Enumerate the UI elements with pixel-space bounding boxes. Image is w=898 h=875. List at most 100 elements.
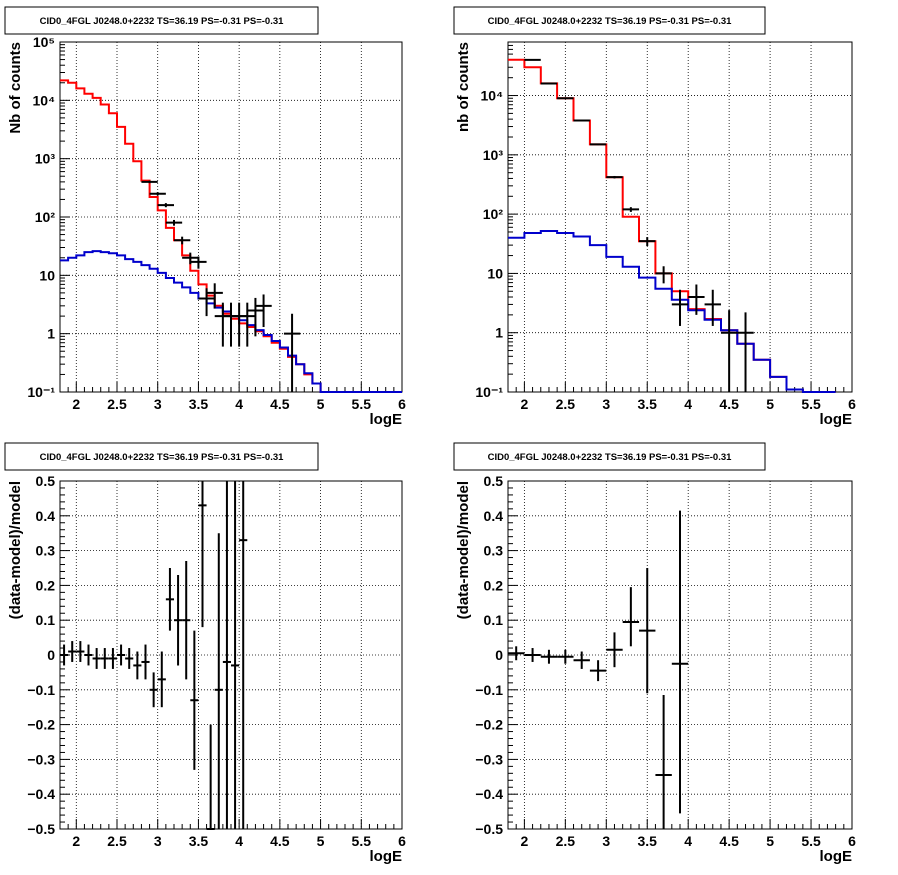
x-tick-label: 2 [520,833,528,849]
data-point [84,644,93,666]
y-tick-label: −0.5 [27,821,55,837]
x-tick-label: 2 [520,396,528,412]
x-axis-label: logE [370,411,403,428]
y-tick-label: 0.3 [484,543,504,559]
data-point [222,481,231,829]
data-point [524,648,541,662]
plot-title: CID0_4FGL J0248.0+2232 TS=36.19 PS=-0.31… [40,452,285,463]
y-axis-label: (data-model)/model [7,481,24,619]
data-point [589,660,607,682]
x-tick-label: 5 [317,396,325,412]
plot-title: CID0_4FGL J0248.0+2232 TS=36.19 PS=-0.31… [488,16,733,27]
x-tick-label: 3 [154,833,162,849]
title-box [4,6,319,35]
data-point [157,651,166,708]
x-tick-label: 3 [602,396,610,412]
data-point [190,630,199,770]
data-point [149,672,158,708]
y-tick-label: 10⁵ [33,34,55,50]
y-tick-label: −0.5 [475,821,503,837]
data-point [141,644,150,680]
y-tick-label: 10⁴ [481,88,504,104]
x-tick-label: 4 [235,396,243,412]
data-point [704,289,721,326]
x-tick-label: 2.5 [107,833,127,849]
data-point [68,641,77,662]
y-tick-label: 1 [47,326,55,342]
x-tick-label: 2.5 [556,833,576,849]
y-tick-label: 0 [495,647,503,663]
data-point [255,294,272,328]
y-tick-label: 10⁻¹ [475,384,503,400]
y-tick-label: 10³ [35,151,56,167]
y-tick-label: 0.2 [36,577,56,593]
data-point [573,651,590,669]
data-point [655,266,672,284]
data-point [182,561,191,680]
data-point [206,283,223,309]
y-tick-label: 10⁴ [33,92,56,108]
x-tick-label: 5 [317,833,325,849]
data-point [671,510,689,814]
x-tick-label: 4.5 [270,396,290,412]
y-tick-label: −0.1 [27,682,55,698]
y-tick-label: −0.3 [475,751,503,767]
x-tick-label: 5.5 [352,396,372,412]
x-tick-label: 5.5 [801,833,821,849]
data-point [117,644,126,666]
data-point [206,724,215,830]
data-point [76,641,85,662]
x-tick-label: 3.5 [189,833,209,849]
data-point [231,302,248,347]
data-point [655,695,672,829]
data-point [622,587,640,647]
x-tick-label: 4.5 [719,833,739,849]
x-tick-label: 3 [602,833,610,849]
data-point [737,312,754,392]
y-tick-label: 10² [35,209,56,225]
plot-panel-4: CID0_4FGL J0248.0+2232 TS=36.19 PS=-0.31… [453,442,856,865]
plot-area [508,58,836,393]
data-point [589,143,607,146]
y-tick-label: 10 [39,267,55,283]
data-point [606,632,623,668]
x-tick-label: 6 [848,396,856,412]
plot-frame [507,41,853,393]
title-box [4,442,319,471]
y-tick-label: −0.4 [27,786,55,802]
plot-title: CID0_4FGL J0248.0+2232 TS=36.19 PS=-0.31… [488,452,733,463]
y-tick-label: −0.4 [475,786,503,802]
model-total-line [508,58,836,393]
x-tick-label: 2 [72,833,80,849]
data-point [639,237,656,247]
y-tick-label: −0.2 [27,717,55,733]
y-tick-label: 0.5 [484,473,504,489]
plot-panel-3: CID0_4FGL J0248.0+2232 TS=36.19 PS=-0.31… [4,442,406,865]
x-tick-label: 4 [684,833,692,849]
data-point [133,651,142,680]
data-point [688,284,705,315]
x-tick-label: 4 [684,396,692,412]
x-tick-label: 2 [72,396,80,412]
y-tick-label: 10 [487,265,503,281]
data-point [231,481,240,829]
data-point [283,313,301,392]
y-tick-label: −0.3 [27,751,55,767]
title-box [453,6,766,35]
x-tick-label: 6 [848,833,856,849]
y-axis-label: (data-model)/model [455,481,472,619]
y-tick-label: 10² [483,206,504,222]
x-tick-label: 4.5 [719,396,739,412]
data-point [557,649,574,664]
x-axis-label: logE [820,411,853,428]
y-tick-label: 0.4 [484,508,504,524]
data-point [540,649,558,664]
plot-panel-2: CID0_4FGL J0248.0+2232 TS=36.19 PS=-0.31… [453,6,856,428]
x-tick-label: 6 [398,396,406,412]
data-point [214,302,231,347]
x-axis-label: logE [820,848,853,865]
y-tick-label: 0.1 [484,612,504,628]
data-point [60,644,69,666]
plot-area [60,481,248,830]
